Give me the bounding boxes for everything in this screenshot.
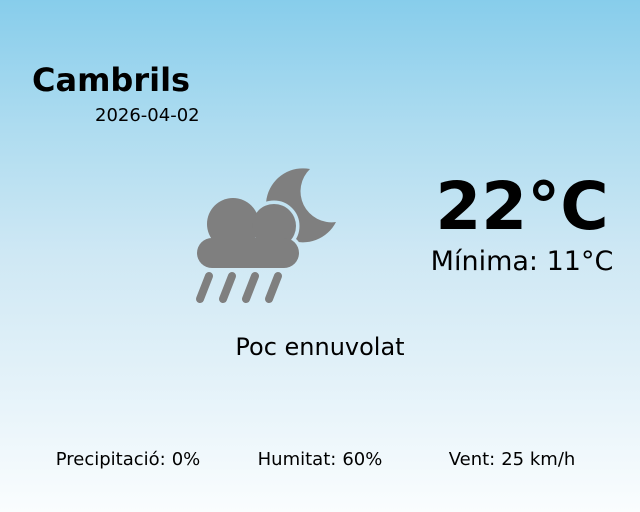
stat-wind-label: Vent: — [448, 449, 496, 470]
cloud-shape — [197, 198, 299, 268]
condition-text: Poc ennuvolat — [235, 333, 405, 361]
stat-humidity-label: Humitat: — [257, 449, 337, 470]
stat-precipitation-label: Precipitació: — [55, 449, 166, 470]
stat-humidity: Humitat: 60% — [224, 449, 416, 471]
min-temperature-value: 11°C — [546, 246, 614, 277]
rain-drops — [196, 272, 282, 303]
min-temperature-label: Mínima: — [430, 246, 539, 277]
stats-row: Precipitació: 0% Humitat: 60% Vent: 25 k… — [0, 449, 640, 471]
stat-precipitation: Precipitació: 0% — [32, 449, 224, 471]
current-temperature: 22°C — [435, 168, 609, 245]
stat-wind-value: 25 km/h — [501, 449, 576, 470]
forecast-date: 2026-04-02 — [95, 105, 200, 126]
cloud-moon-rain-icon — [190, 160, 355, 310]
stat-humidity-value: 60% — [342, 449, 383, 470]
stat-wind: Vent: 25 km/h — [416, 449, 608, 471]
location-title: Cambrils — [32, 61, 191, 99]
stat-precipitation-value: 0% — [171, 449, 201, 470]
min-temperature: Mínima: 11°C — [417, 247, 627, 277]
